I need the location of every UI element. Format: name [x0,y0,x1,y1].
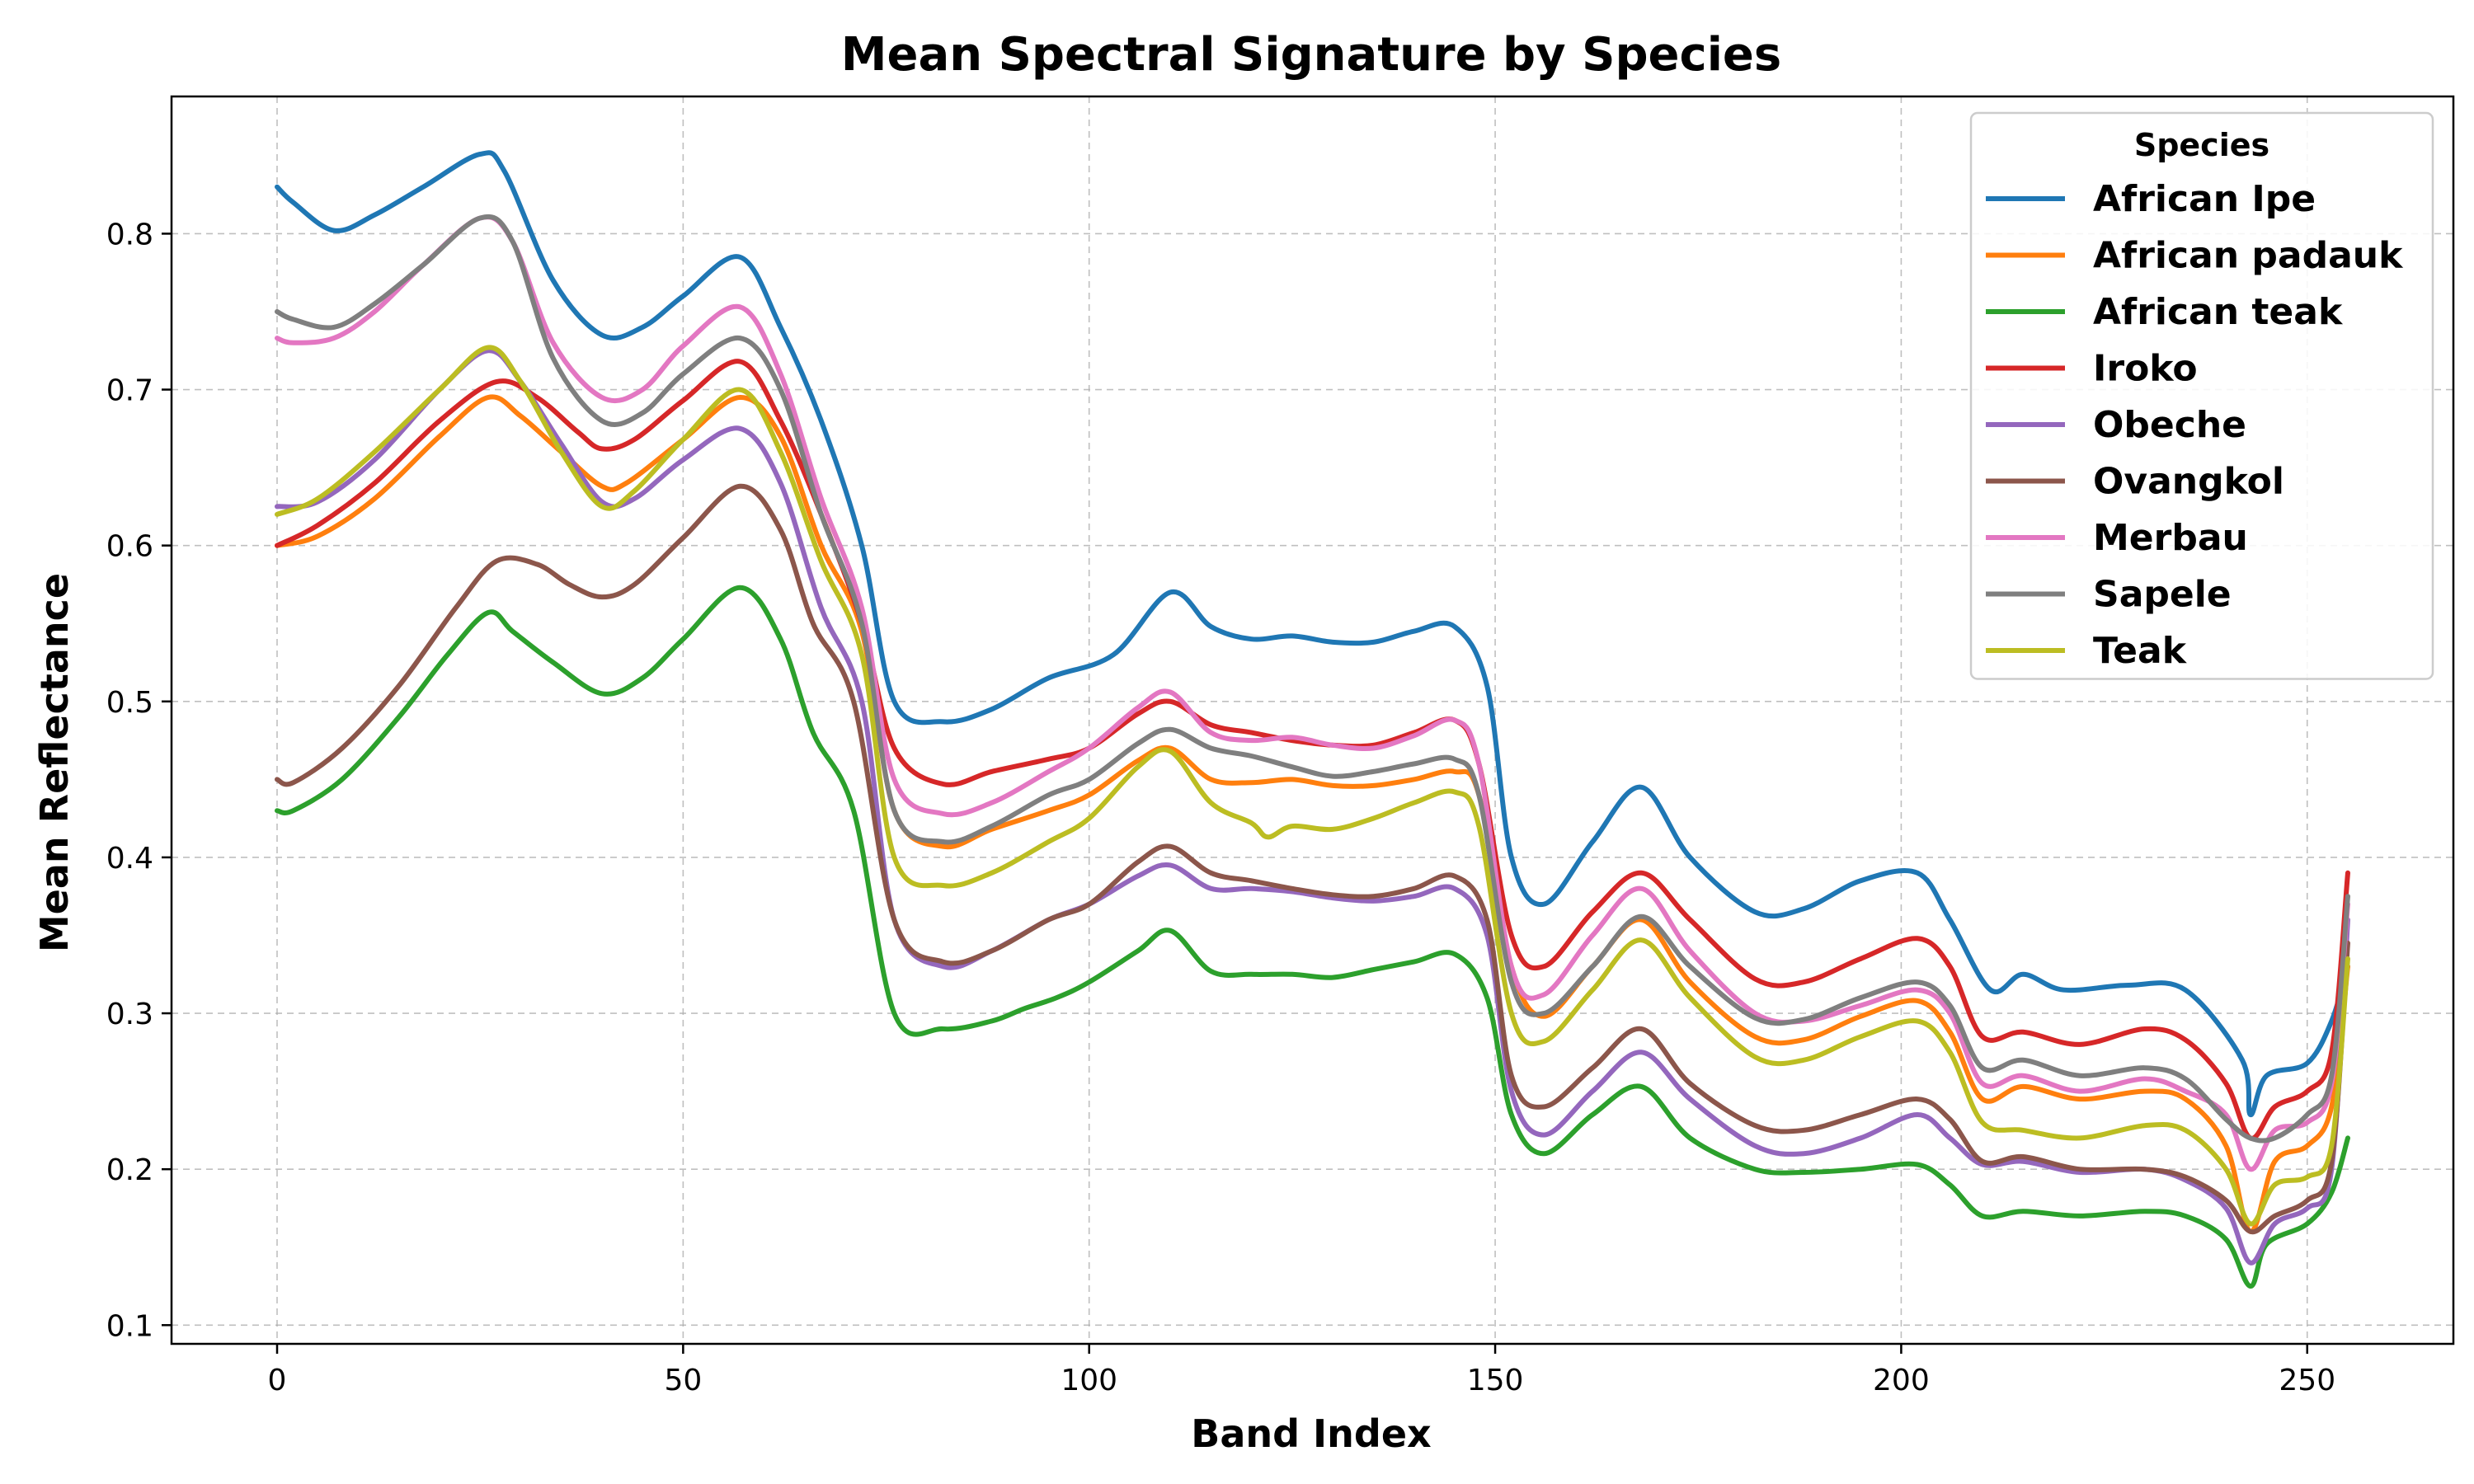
legend-label-ovangkol: Ovangkol [2093,461,2284,503]
legend-title: Species [2134,127,2269,163]
series-layer [275,150,2350,1289]
x-tick-label: 100 [1061,1364,1117,1397]
y-axis-label: Mean Reflectance [32,573,77,952]
x-axis-label: Band Index [1191,1411,1431,1456]
y-tick-label: 0.4 [106,842,153,876]
ticks: 0 50 100 150 200 250 0.1 0.2 0.3 0.4 0.5 0.6 0.7 0.8 [106,218,2335,1397]
series-line-african-ipe [275,150,2350,1118]
series-line-african-padauk [275,394,2350,1234]
legend-label-sapele: Sapele [2093,574,2232,616]
y-tick-label: 0.8 [106,218,153,251]
legend-label-iroko: Iroko [2093,348,2198,390]
legend-label-teak: Teak [2093,630,2188,672]
series-line-iroko [275,359,2350,1141]
series-line-ovangkol [275,483,2350,1235]
x-tick-label: 0 [268,1364,287,1397]
legend-label-african-padauk: African padauk [2093,235,2404,277]
plot-frame [170,95,2455,1345]
series-line-african-teak [275,585,2350,1289]
series-line-sapele [275,214,2350,1144]
y-tick-label: 0.3 [106,998,153,1031]
series-line-teak [275,345,2350,1227]
chart-title: Mean Spectral Signature by Species [841,28,1782,82]
legend-label-obeche: Obeche [2093,404,2246,446]
series-line-merbau [275,214,2350,1172]
legend-items: African Ipe African padauk African teak Iro… [1986,178,2404,672]
y-tick-label: 0.7 [106,374,153,408]
y-tick-label: 0.2 [106,1153,153,1187]
legend-label-merbau: Merbau [2093,517,2248,559]
y-tick-label: 0.6 [106,530,153,564]
legend-label-african-teak: African teak [2093,291,2344,333]
x-tick-label: 250 [2279,1364,2335,1397]
y-tick-label: 0.5 [106,686,153,720]
x-tick-label: 50 [664,1364,702,1397]
series-line-obeche [275,348,2350,1266]
x-tick-label: 150 [1467,1364,1524,1397]
legend-label-african-ipe: African Ipe [2093,178,2316,220]
y-tick-label: 0.1 [106,1309,153,1343]
x-tick-label: 200 [1873,1364,1930,1397]
legend-box [1969,111,2434,680]
